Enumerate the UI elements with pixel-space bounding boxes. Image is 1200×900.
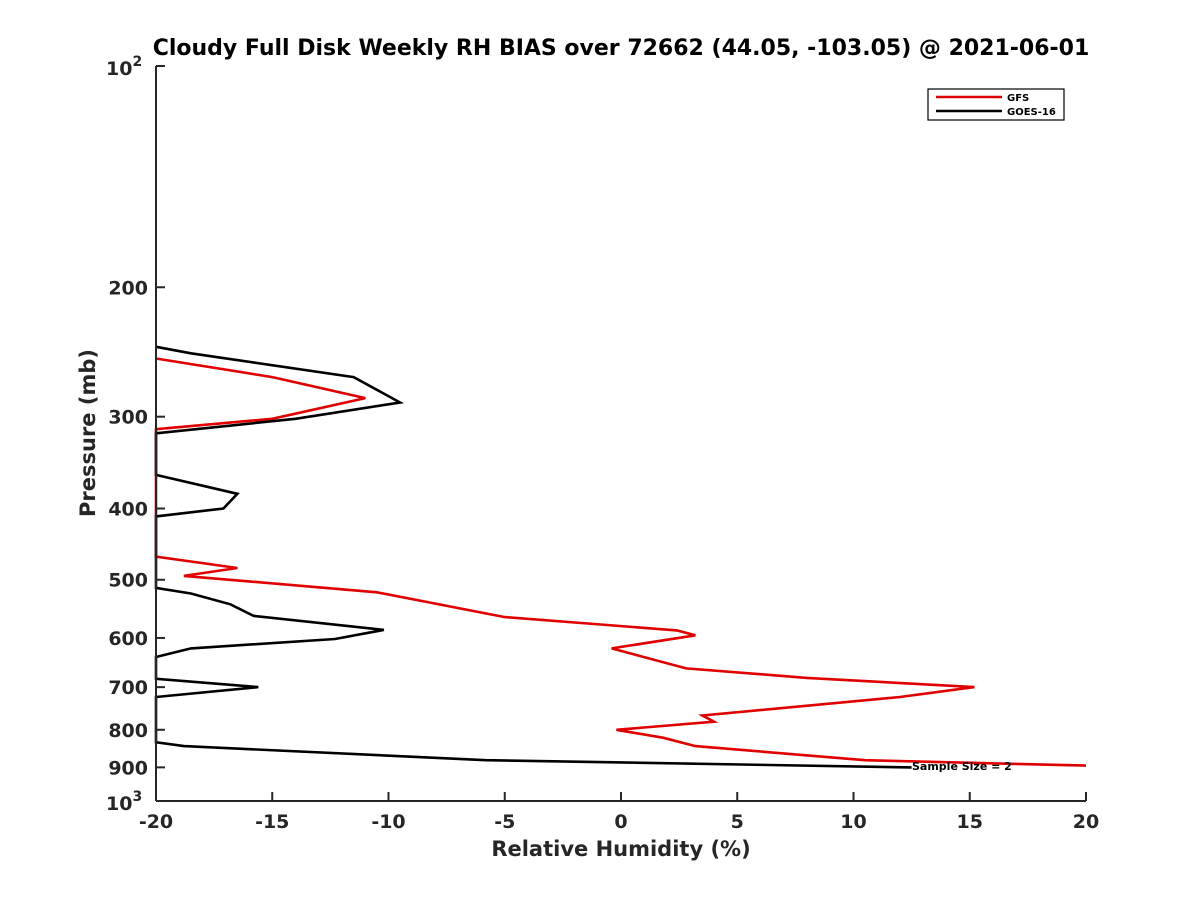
y-tick-label: 600 (108, 628, 148, 650)
y-axis-label: Pressure (mb) (76, 349, 100, 517)
legend-box (927, 88, 1065, 121)
x-ticks: -20 -15 -10 -5 0 5 10 15 20 (139, 792, 1099, 833)
x-tick-label: -20 (139, 811, 173, 833)
x-axis-label: Relative Humidity (%) (491, 837, 750, 861)
y-tick-base: 10 (106, 58, 132, 80)
x-tick-label: 20 (1073, 811, 1099, 833)
chart-title: Cloudy Full Disk Weekly RH BIAS over 726… (153, 36, 1090, 61)
y-tick-label: 900 (108, 757, 148, 779)
series-line-gfs (154, 357, 1087, 767)
y-tick-exponent: 3 (132, 789, 142, 805)
x-tick-label: 0 (614, 811, 627, 833)
y-tick-exponent: 2 (132, 54, 142, 70)
y-tick-label: 500 (108, 570, 148, 592)
x-tick-label: -15 (255, 811, 289, 833)
y-tick-label: 700 (108, 677, 148, 699)
x-tick-label: -10 (371, 811, 405, 833)
x-tick-label: 10 (840, 811, 866, 833)
y-tick-label: 102 (106, 54, 142, 80)
y-tick-label: 800 (108, 720, 148, 742)
y-tick-base: 10 (106, 793, 132, 815)
y-tick-label: 300 (108, 407, 148, 429)
legend: GFS GOES-16 (927, 88, 1065, 121)
x-tick-label: 5 (731, 811, 744, 833)
legend-label-goes-16: GOES-16 (1007, 107, 1056, 118)
y-tick-label: 200 (108, 277, 148, 299)
y-tick-label: 400 (108, 499, 148, 521)
sample-size-annotation: Sample Size = 2 (912, 760, 1012, 773)
x-tick-label: 15 (957, 811, 983, 833)
x-tick-label: -5 (494, 811, 515, 833)
y-tick-label: 103 (106, 789, 142, 815)
legend-label-gfs: GFS (1007, 93, 1029, 104)
